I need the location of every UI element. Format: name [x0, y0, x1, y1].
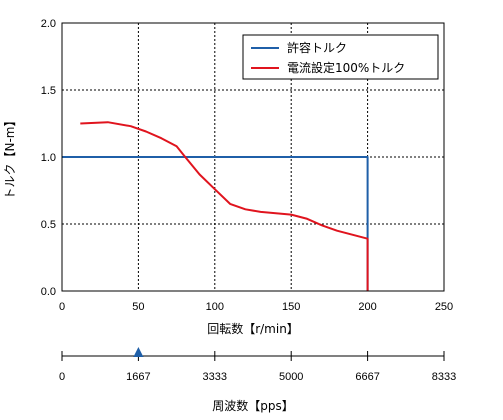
x-tick-labels: 0 50 100 150 200 250: [59, 301, 453, 313]
x-tick-label: 150: [282, 301, 300, 313]
legend: 許容トルク 電流設定100%トルク: [242, 34, 439, 80]
x-tick-label: 200: [358, 301, 376, 313]
y-axis-label: トルク【N-m】: [3, 115, 17, 200]
y-tick-label: 2.0: [41, 18, 56, 30]
series-line-current-100-torque: [80, 121, 369, 291]
legend-box: [242, 34, 439, 80]
plot-frame: [61, 22, 445, 292]
y-tick-label: 0.5: [41, 219, 56, 231]
x-tick-label: 100: [206, 301, 224, 313]
frequency-tick-label: 1667: [126, 371, 150, 383]
y-tick-labels: 0.0 0.5 1.0 1.5 2.0: [41, 18, 56, 298]
frequency-tick-label: 3333: [203, 371, 227, 383]
frequency-tick-label: 0: [59, 371, 65, 383]
legend-label-allowable-torque: 許容トルク: [287, 40, 347, 55]
frequency-axis-ticks: 0 1667 3333 5000 6667 8333: [59, 351, 456, 383]
frequency-axis: 0 1667 3333 5000 6667 8333 周波数【pps】: [59, 347, 456, 413]
x-tick-label: 250: [435, 301, 453, 313]
frequency-tick-label: 8333: [432, 371, 456, 383]
legend-label-current-100-torque: 電流設定100%トルク: [287, 60, 405, 75]
triangle-marker-icon: [133, 347, 144, 357]
frequency-tick-label: 6667: [355, 371, 379, 383]
x-tick-label: 0: [59, 301, 65, 313]
y-tick-label: 1.0: [41, 152, 56, 164]
x-tick-label: 50: [132, 301, 144, 313]
series-lines: [62, 121, 369, 291]
y-tick-label: 0.0: [41, 286, 56, 298]
frequency-axis-label: 周波数【pps】: [212, 398, 294, 413]
frequency-tick-label: 5000: [279, 371, 303, 383]
y-tick-label: 1.5: [41, 85, 56, 97]
x-axis-label: 回転数【r/min】: [207, 321, 299, 336]
